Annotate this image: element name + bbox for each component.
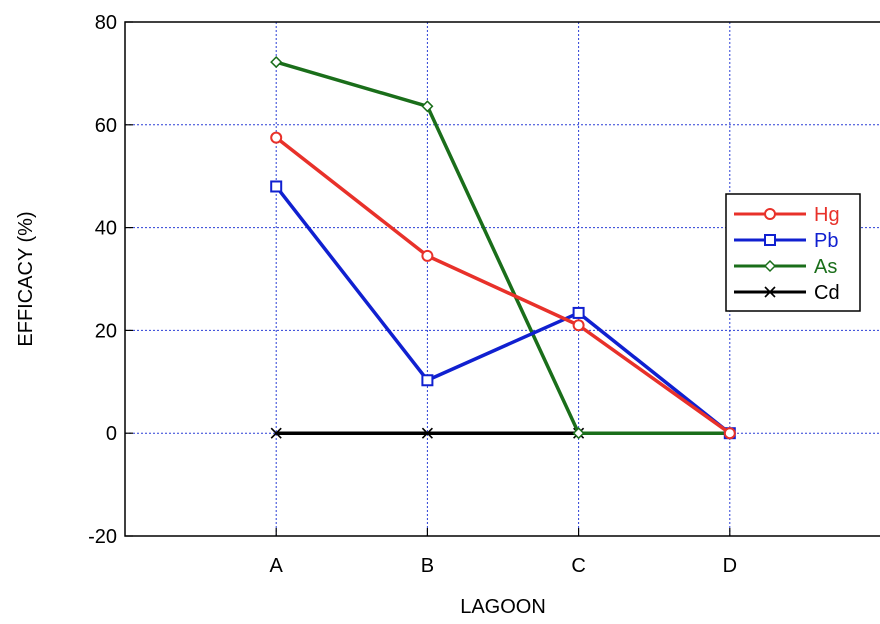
legend-marker-as (763, 259, 777, 273)
legend-label-as: As (814, 256, 837, 278)
x-axis: A B C D (270, 528, 737, 577)
data-point-cd (270, 427, 282, 439)
data-point-hg (723, 427, 736, 440)
plot-frame (124, 21, 880, 537)
marker-stroke (421, 427, 433, 439)
y-tick-label: 60 (95, 115, 117, 137)
y-axis: -20 0 20 40 60 80 (88, 12, 133, 548)
y-tick-label: 80 (95, 12, 117, 34)
data-point-pb (572, 306, 585, 319)
data-point-as (572, 427, 585, 440)
data-point-hg (572, 319, 585, 332)
legend-label-cd: Cd (814, 282, 840, 304)
x-tick-label: C (571, 555, 585, 577)
series-line-as (275, 60, 730, 435)
y-tick-label: 40 (95, 218, 117, 240)
series-hg (270, 131, 736, 440)
legend-marker-cd (764, 286, 776, 298)
x-axis-title: LAGOON (460, 596, 546, 618)
legend-marker-hg (764, 208, 776, 220)
legend: Hg Pb As Cd (725, 193, 861, 312)
legend-item-cd: Cd (734, 282, 840, 304)
data-point-cd (421, 427, 433, 439)
data-point-pb (421, 374, 434, 387)
y-tick-label: -20 (88, 526, 117, 548)
legend-item-as: As (734, 256, 837, 278)
legend-label-pb: Pb (814, 230, 838, 252)
data-point-as (421, 100, 434, 113)
legend-label-hg: Hg (814, 204, 840, 226)
x-tick-label: D (723, 555, 737, 577)
y-tick-label: 0 (106, 423, 117, 445)
series-line-hg (275, 136, 731, 435)
series-line-pb (274, 185, 731, 435)
x-tick-label: A (270, 555, 284, 577)
data-point-pb (270, 180, 283, 193)
series-group (270, 56, 736, 440)
x-tick-label: B (421, 555, 434, 577)
y-axis-title: EFFICACY (%) (15, 211, 37, 346)
marker-stroke (764, 286, 776, 298)
legend-item-pb: Pb (734, 230, 838, 252)
marker-stroke (270, 427, 282, 439)
y-tick-label: 20 (95, 320, 117, 342)
legend-item-hg: Hg (734, 204, 840, 226)
data-point-hg (421, 249, 434, 262)
data-point-hg (270, 131, 283, 144)
legend-marker-pb (764, 234, 776, 246)
data-point-as (270, 56, 283, 69)
